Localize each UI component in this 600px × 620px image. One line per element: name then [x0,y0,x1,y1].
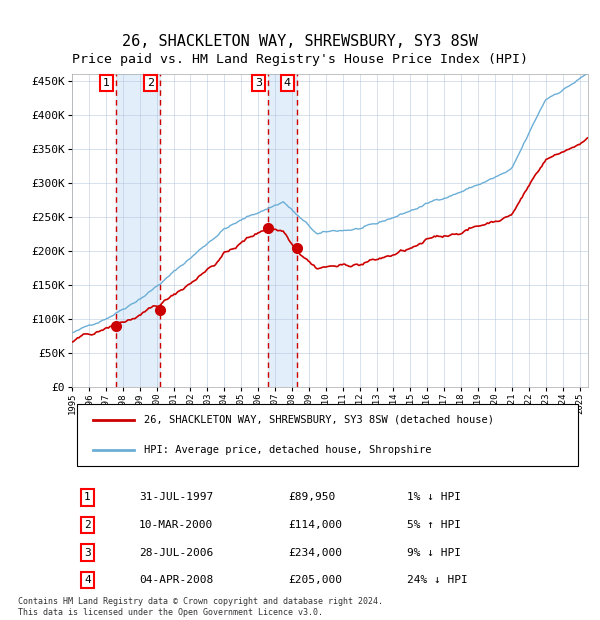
Text: £234,000: £234,000 [289,547,343,557]
Text: 1: 1 [84,492,91,502]
Text: 4: 4 [284,78,291,88]
Text: Price paid vs. HM Land Registry's House Price Index (HPI): Price paid vs. HM Land Registry's House … [72,53,528,66]
Text: 10-MAR-2000: 10-MAR-2000 [139,520,214,530]
Text: HPI: Average price, detached house, Shropshire: HPI: Average price, detached house, Shro… [144,445,432,455]
Bar [268,74,296,388]
Text: £89,950: £89,950 [289,492,336,502]
Text: 1% ↓ HPI: 1% ↓ HPI [407,492,461,502]
Text: 1: 1 [103,78,110,88]
Bar [116,74,160,388]
Text: £114,000: £114,000 [289,520,343,530]
Text: £205,000: £205,000 [289,575,343,585]
Text: 26, SHACKLETON WAY, SHREWSBURY, SY3 8SW (detached house): 26, SHACKLETON WAY, SHREWSBURY, SY3 8SW … [144,415,494,425]
Text: 2: 2 [147,78,154,88]
Text: 4: 4 [84,575,91,585]
Text: 28-JUL-2006: 28-JUL-2006 [139,547,214,557]
Text: 3: 3 [255,78,262,88]
Text: 9% ↓ HPI: 9% ↓ HPI [407,547,461,557]
Text: 3: 3 [84,547,91,557]
Text: Contains HM Land Registry data © Crown copyright and database right 2024.
This d: Contains HM Land Registry data © Crown c… [18,598,383,617]
Text: 04-APR-2008: 04-APR-2008 [139,575,214,585]
Text: 2: 2 [84,520,91,530]
Text: 5% ↑ HPI: 5% ↑ HPI [407,520,461,530]
Text: 26, SHACKLETON WAY, SHREWSBURY, SY3 8SW: 26, SHACKLETON WAY, SHREWSBURY, SY3 8SW [122,34,478,49]
Text: 24% ↓ HPI: 24% ↓ HPI [407,575,468,585]
Text: 31-JUL-1997: 31-JUL-1997 [139,492,214,502]
